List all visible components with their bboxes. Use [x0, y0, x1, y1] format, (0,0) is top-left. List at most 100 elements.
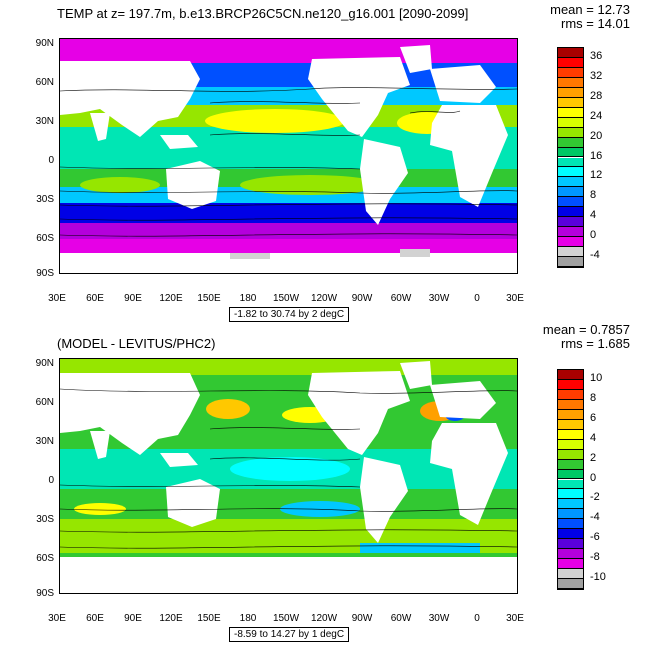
contour-line: [60, 388, 517, 394]
top-colorbar: [557, 47, 584, 268]
indian-ocean-gyre: [80, 177, 160, 193]
colorbar-label: 32: [590, 69, 603, 82]
lon-label: 30E: [48, 613, 66, 624]
land-australia: [166, 161, 220, 209]
colorbar-label: 12: [590, 169, 603, 182]
contour-line: [60, 166, 361, 170]
lat-label: 60N: [35, 77, 54, 88]
lat-label: 30S: [36, 514, 54, 525]
top-rms-stat: rms = 14.01: [560, 16, 630, 31]
colorbar-cell: [558, 48, 583, 58]
colorbar-label: 24: [590, 109, 603, 122]
lat-label: 60N: [35, 397, 54, 408]
colorbar-label: -6: [590, 531, 600, 544]
lon-label: 90E: [124, 613, 142, 624]
lat-label: 30N: [35, 116, 54, 127]
land-north-america: [308, 57, 410, 137]
colorbar-label: 20: [590, 129, 603, 142]
lon-label: 150E: [197, 613, 221, 624]
colorbar-cell: [558, 137, 583, 148]
colorbar-cell: [558, 449, 583, 460]
bottom-rms-stat: rms = 1.685: [560, 336, 630, 351]
north-pacific-gyre: [205, 109, 345, 133]
colorbar-cell: [558, 549, 583, 560]
land-india: [90, 113, 110, 141]
colorbar-cell: [558, 469, 583, 480]
colorbar-cell: [558, 117, 583, 128]
colorbar-cell: [558, 207, 583, 218]
lon-label: 180: [239, 293, 257, 304]
contour-line: [60, 484, 361, 488]
colorbar-cell: [558, 197, 583, 208]
colorbar-cell: [558, 87, 583, 98]
lon-label: 90W: [351, 293, 373, 304]
lat-label: 90N: [35, 358, 54, 369]
colorbar-cell: [558, 187, 583, 198]
colorbar-cell: [558, 177, 583, 188]
colorbar-label: 2: [590, 451, 597, 464]
bottom-panel-title: (MODEL - LEVITUS/PHC2): [57, 336, 216, 351]
contour-line: [209, 101, 361, 104]
colorbar-cell: [558, 77, 583, 88]
land-australia: [166, 479, 220, 527]
colorbar-label: -10: [590, 571, 606, 584]
lon-label: 120E: [159, 613, 183, 624]
colorbar-cell: [558, 459, 583, 470]
land-europe: [430, 65, 496, 103]
land-se-asia: [160, 453, 198, 467]
colorbar-cell: [558, 559, 583, 570]
colorbar-cell: [558, 247, 583, 258]
lon-label: 120W: [310, 613, 338, 624]
contour-line: [409, 110, 461, 114]
contour-line: [209, 427, 361, 430]
colorbar-label: 8: [590, 391, 597, 404]
lon-label: 180: [239, 613, 257, 624]
lon-label: 150W: [272, 293, 300, 304]
top-panel-title: TEMP at z= 197.7m, b.e13.BRCP26C5CN.ne12…: [57, 6, 469, 21]
contour-line: [60, 87, 517, 92]
contour-line: [60, 233, 517, 237]
lon-label: 90W: [351, 613, 373, 624]
land-south-america: [360, 139, 408, 225]
colorbar-cell: [558, 419, 583, 430]
colorbar-cell: [558, 127, 583, 138]
colorbar-cell: [558, 227, 583, 238]
band-southern: [60, 223, 517, 239]
bottom-map-frame: [59, 358, 518, 594]
land-greenland: [400, 45, 432, 73]
colorbar-label: 0: [590, 471, 597, 484]
bottom-colorbar: [557, 369, 584, 590]
colorbar-cell: [558, 157, 583, 168]
colorbar-label: -4: [590, 511, 600, 524]
colorbar-cell: [558, 509, 583, 520]
top-map-panel: TEMP at z= 197.7m, b.e13.BRCP26C5CN.ne12…: [0, 0, 647, 323]
colorbar-cell: [558, 147, 583, 158]
antarctic-grey: [230, 253, 270, 259]
land-india: [90, 431, 110, 459]
lon-label: 90E: [124, 293, 142, 304]
top-contour-info: -1.82 to 30.74 by 2 degC: [229, 307, 350, 322]
colorbar-cell: [558, 370, 583, 380]
lat-label: 60S: [36, 553, 54, 564]
land-greenland: [400, 361, 432, 389]
lat-label: 90S: [36, 268, 54, 279]
colorbar-cell: [558, 489, 583, 500]
colorbar-cell: [558, 579, 583, 589]
land-eurasia: [60, 373, 200, 455]
colorbar-cell: [558, 67, 583, 78]
lat-label: 30N: [35, 436, 54, 447]
colorbar-cell: [558, 399, 583, 410]
colorbar-cell: [558, 389, 583, 400]
lon-label: 120E: [159, 293, 183, 304]
bias-warm-patch: [206, 399, 250, 419]
top-map-frame: [59, 38, 518, 274]
contour-line: [60, 190, 517, 194]
lon-label: 30E: [506, 613, 524, 624]
colorbar-cell: [558, 499, 583, 510]
band-antarctic-shelf: [60, 239, 517, 253]
colorbar-label: -4: [590, 249, 600, 262]
lon-label: 120W: [310, 293, 338, 304]
land-south-america: [360, 457, 408, 543]
bias-cool-patch: [230, 457, 350, 481]
colorbar-label: 16: [590, 149, 603, 162]
